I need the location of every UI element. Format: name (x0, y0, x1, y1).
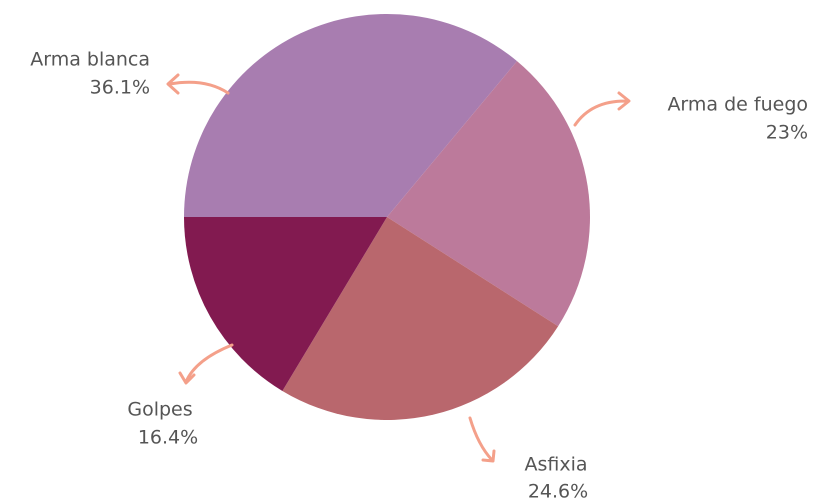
slices (183, 13, 590, 420)
slice-label: Arma de fuego (667, 94, 808, 116)
slice-value: 23% (766, 122, 808, 144)
slice (183, 13, 518, 217)
slice (387, 61, 590, 327)
slice (282, 217, 559, 420)
slice (184, 217, 387, 391)
arrow (573, 91, 631, 127)
slice-value: 24.6% (528, 481, 588, 502)
arrow (166, 73, 230, 95)
arrow (468, 416, 496, 463)
slice-value: 16.4% (138, 427, 198, 449)
slice-label: Golpes (127, 399, 192, 421)
slice-label: Arma blanca (30, 49, 150, 71)
slice-label: Asfixia (524, 454, 587, 476)
arrow (178, 343, 234, 385)
slice-value: 36.1% (90, 77, 150, 99)
